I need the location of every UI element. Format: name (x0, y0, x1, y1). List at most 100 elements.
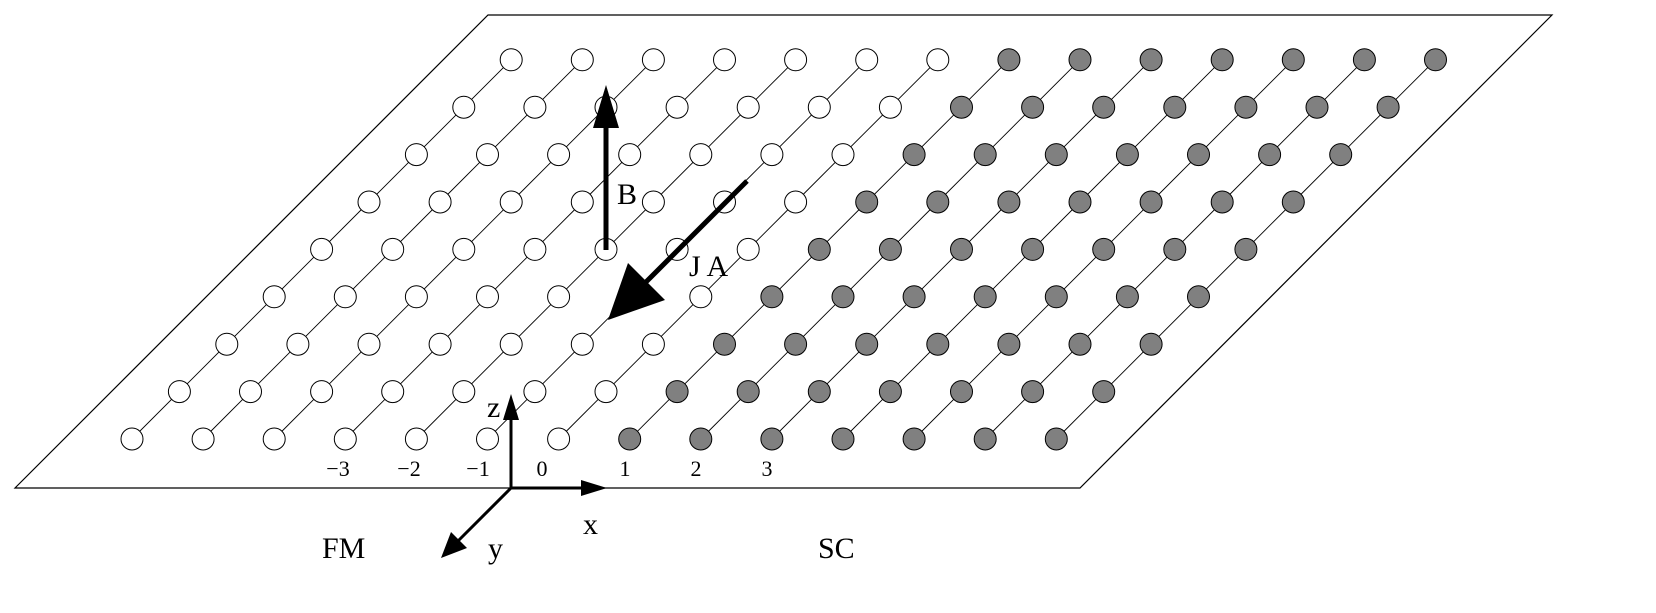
superconductor-site (1044, 285, 1068, 309)
x-axis-label: x (583, 508, 598, 541)
x-tick-label: −2 (397, 456, 420, 481)
ferromagnet-site (547, 427, 571, 451)
ferromagnet-site (381, 237, 405, 261)
ferromagnet-site (855, 48, 879, 72)
y-axis-label: y (488, 532, 503, 565)
ferromagnet-site (689, 285, 713, 309)
ferromagnet-site (618, 143, 642, 167)
superconductor-site (1021, 95, 1045, 119)
ferromagnet-site (499, 48, 523, 72)
superconductor-site (973, 427, 997, 451)
superconductor-site (1021, 237, 1045, 261)
superconductor-site (1376, 95, 1400, 119)
x-tick-label: 2 (691, 456, 702, 481)
ferromagnet-site (120, 427, 144, 451)
superconductor-site (950, 237, 973, 261)
ferromagnet-site (547, 285, 571, 309)
ferromagnet-site (404, 427, 428, 451)
superconductor-site (1234, 95, 1258, 119)
superconductor-site (973, 143, 997, 167)
ferromagnet-site (499, 190, 523, 214)
ferromagnet-site (357, 190, 381, 214)
ferromagnet-site (428, 190, 452, 214)
ferromagnet-site (286, 332, 310, 356)
ferromagnet-site (641, 48, 665, 72)
superconductor-site (1163, 95, 1187, 119)
ferromagnet-site (523, 380, 547, 404)
ferromagnet-site (523, 95, 547, 119)
ferromagnet-site (310, 380, 334, 404)
superconductor-site (973, 285, 997, 309)
ferromagnet-site (807, 95, 831, 119)
superconductor-site (1068, 332, 1092, 356)
superconductor-site (1115, 285, 1139, 309)
superconductor-site (1187, 143, 1210, 167)
ferromagnet-site (333, 285, 357, 309)
superconductor-site (950, 380, 973, 404)
plane (13, 14, 1554, 489)
superconductor-site (855, 332, 879, 356)
superconductor-site (997, 332, 1021, 356)
ferromagnet-site (784, 48, 808, 72)
ferromagnet-label: FM (322, 532, 365, 565)
y-axis (456, 486, 513, 543)
current-label: J A (689, 250, 729, 283)
superconductor-site (1210, 48, 1234, 72)
ferromagnet-site (570, 48, 594, 72)
superconductor-site (1281, 190, 1305, 214)
ferromagnet-site (404, 285, 428, 309)
ferromagnet-site (641, 332, 665, 356)
ferromagnet-site (736, 95, 760, 119)
ferromagnet-site (333, 427, 357, 451)
ferromagnet-site (262, 285, 286, 309)
x-tick-label: −1 (466, 456, 489, 481)
field-label: B (617, 178, 637, 211)
ferromagnet-site (594, 380, 618, 404)
ferromagnet-site (831, 143, 855, 167)
superconductor-site (902, 427, 926, 451)
superconductor-site (1044, 143, 1068, 167)
superconductor-site (926, 332, 950, 356)
superconductor-site (1163, 237, 1187, 261)
superconductor-site (1281, 48, 1305, 72)
superconductor-site (902, 285, 926, 309)
superconductor-site (878, 380, 902, 404)
z-axis-arrowhead (503, 394, 519, 420)
superconductor-site (665, 380, 689, 404)
x-tick-label: −3 (326, 456, 349, 481)
superconductor-site (689, 427, 713, 451)
superconductor-site (950, 95, 973, 119)
superconductor-site (1044, 427, 1068, 451)
superconductor-site (618, 427, 642, 451)
superconductor-site (1021, 380, 1045, 404)
superconductor-site (1139, 48, 1163, 72)
ferromagnet-site (547, 143, 571, 167)
superconductor-site (807, 237, 831, 261)
ferromagnet-site (452, 380, 476, 404)
superconductor-site (1068, 190, 1092, 214)
superconductor-site (1352, 48, 1376, 72)
ferromagnet-site (689, 143, 713, 167)
superconductor-site (1258, 143, 1282, 167)
ferromagnet-site (262, 427, 286, 451)
superconductor-site (713, 332, 736, 356)
superconductor-site (902, 143, 926, 167)
ferromagnet-site (476, 143, 499, 167)
superconductor-site (760, 285, 784, 309)
ferromagnet-site (239, 380, 262, 404)
field-arrowhead (593, 85, 619, 128)
ferromagnet-site (452, 95, 476, 119)
ferromagnet-site (476, 285, 499, 309)
lattice-sites (120, 48, 1447, 451)
x-tick-labels: −3 −2 −1 0 1 2 3 (326, 456, 772, 481)
superconductor-site (1115, 143, 1139, 167)
ferromagnet-site (570, 332, 594, 356)
superconductor-site (878, 237, 902, 261)
ferromagnet-site (760, 143, 784, 167)
x-tick-label: 1 (620, 456, 631, 481)
x-axis-arrowhead (581, 480, 607, 496)
superconductor-site (1092, 380, 1116, 404)
ferromagnet-site (523, 237, 547, 261)
superconductor-site (736, 380, 760, 404)
